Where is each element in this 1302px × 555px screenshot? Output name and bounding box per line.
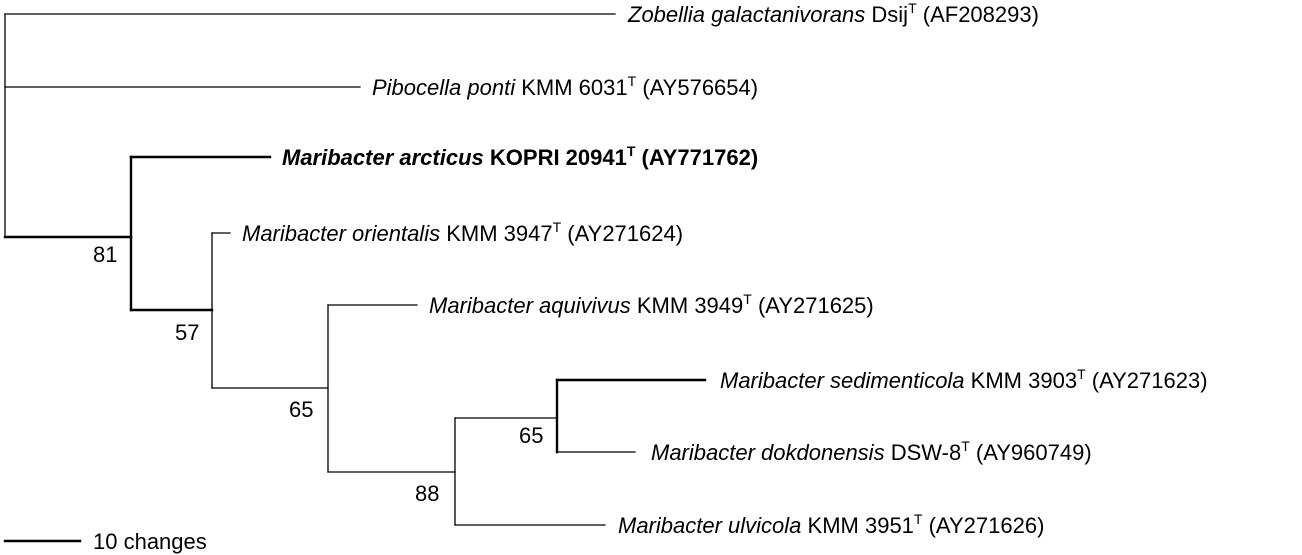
bootstrap-value-aquivivus-clade: 65: [289, 397, 313, 422]
species-name: Pibocella ponti: [372, 75, 516, 100]
accession-number: (AY271623): [1092, 368, 1208, 393]
strain-name: KMM 3949: [637, 293, 743, 318]
taxon-label-sedimenticola: Maribacter sedimenticola KMM 3903T (AY27…: [720, 359, 1208, 393]
type-strain-superscript: T: [743, 291, 752, 307]
accession-number: (AY271625): [758, 293, 874, 318]
accession-number: (AF208293): [923, 2, 1039, 27]
taxon-label-zobellia: Zobellia galactanivorans DsijT (AF208293…: [627, 0, 1039, 27]
type-strain-superscript: T: [553, 219, 562, 235]
species-name: Maribacter ulvicola: [618, 513, 801, 538]
taxon-label-aquivivus: Maribacter aquivivus KMM 3949T (AY271625…: [429, 284, 874, 318]
accession-number: (AY771762): [642, 145, 759, 170]
accession-number: (AY576654): [642, 75, 758, 100]
accession-number: (AY960749): [976, 440, 1092, 465]
accession-number: (AY271626): [929, 513, 1045, 538]
strain-name: KMM 6031: [521, 75, 627, 100]
bootstrap-value-orientalis-clade: 57: [175, 320, 199, 345]
strain-name: KMM 3903: [971, 368, 1077, 393]
taxon-label-pibocella: Pibocella ponti KMM 6031T (AY576654): [372, 66, 758, 100]
taxon-label-ulvicola: Maribacter ulvicola KMM 3951T (AY271626): [618, 504, 1044, 538]
species-name: Maribacter arcticus: [282, 145, 484, 170]
type-strain-superscript: T: [627, 143, 636, 159]
type-strain-superscript: T: [961, 438, 970, 454]
strain-name: DSW-8: [891, 440, 962, 465]
bootstrap-value-sedimenticola-clade: 65: [519, 423, 543, 448]
species-name: Maribacter sedimenticola: [720, 368, 965, 393]
type-strain-superscript: T: [628, 73, 637, 89]
taxon-label-dokdonensis: Maribacter dokdonensis DSW-8T (AY960749): [651, 431, 1092, 465]
strain-name: KMM 3951: [808, 513, 914, 538]
species-name: Maribacter orientalis: [242, 221, 440, 246]
bootstrap-value-maribacter-clade: 81: [93, 242, 117, 267]
strain-name: KOPRI 20941: [490, 145, 627, 170]
scale-bar-label: 10 changes: [93, 529, 207, 554]
taxon-label-orientalis: Maribacter orientalis KMM 3947T (AY27162…: [242, 212, 683, 246]
taxon-label-arcticus: Maribacter arcticus KOPRI 20941T (AY7717…: [282, 136, 758, 170]
species-name: Maribacter aquivivus: [429, 293, 631, 318]
accession-number: (AY271624): [567, 221, 683, 246]
species-name: Maribacter dokdonensis: [651, 440, 885, 465]
strain-name: Dsij: [871, 2, 908, 27]
strain-name: KMM 3947: [446, 221, 552, 246]
bootstrap-value-ulvicola-clade: 88: [415, 481, 439, 506]
type-strain-superscript: T: [1077, 366, 1086, 382]
species-name: Zobellia galactanivorans: [627, 2, 865, 27]
type-strain-superscript: T: [908, 0, 917, 16]
type-strain-superscript: T: [914, 511, 923, 527]
